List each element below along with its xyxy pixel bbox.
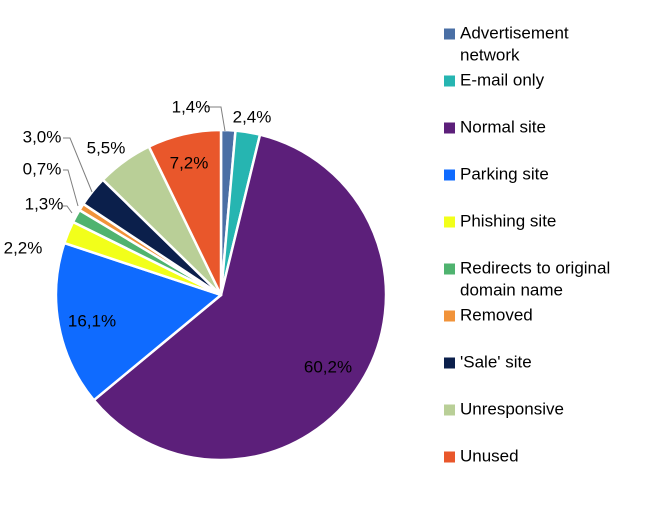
legend-swatch (444, 404, 455, 416)
data-label-redirects-to-original-domain-name: 1,3% (25, 194, 64, 213)
legend-label: Redirects to original (460, 258, 610, 277)
legend-item-removed: Removed (444, 305, 533, 324)
legend-item-normal-site: Normal site (444, 117, 546, 136)
legend-label: Normal site (460, 117, 546, 136)
data-label-removed: 0,7% (23, 159, 62, 178)
data-label-parking-site: 16,1% (68, 311, 116, 330)
data-labels: 1,4% 2,4% 60,2% 16,1% 2,2% 1,3% 0,7% 3,0% 5,5% 7,… (4, 97, 352, 376)
legend-item-unresponsive: Unresponsive (444, 399, 564, 418)
legend-label: 'Sale' site (460, 352, 532, 371)
leader-line-sale-site (63, 137, 93, 193)
legend-label: Advertisement (460, 23, 569, 42)
data-label-normal-site: 60,2% (304, 357, 352, 376)
legend-item-sale-site: 'Sale' site (444, 352, 532, 371)
legend-label: E-mail only (460, 70, 545, 89)
data-label-unresponsive: 5,5% (87, 138, 126, 157)
pie-slices (54, 128, 388, 462)
legend-label: Removed (460, 305, 533, 324)
leader-line-redirects-to-original-domain-name (63, 205, 73, 214)
leader-lines (63, 106, 226, 214)
legend-swatch (444, 122, 455, 134)
data-label-advertisement-network: 1,4% (172, 97, 211, 116)
legend-item-phishing-site: Phishing site (444, 211, 556, 230)
legend-label: Unused (460, 446, 519, 465)
legend-item-advertisement-network: Advertisement network (444, 23, 569, 64)
legend-label: Phishing site (460, 211, 556, 230)
legend-item-parking-site: Parking site (444, 164, 549, 183)
leader-line-advertisement-network (206, 106, 226, 132)
data-label-e-mail-only: 2,4% (233, 107, 272, 126)
legend-label: Unresponsive (460, 399, 564, 418)
pie-slice-normal-site (92, 133, 388, 462)
data-label-unused: 7,2% (170, 153, 209, 172)
data-label-sale-site: 3,0% (23, 127, 62, 146)
legend-swatch (444, 310, 455, 322)
legend-swatch (444, 263, 455, 275)
legend-swatch (444, 357, 455, 369)
leader-line-removed (63, 169, 79, 207)
legend-label: Parking site (460, 164, 549, 183)
legend-swatch (444, 451, 455, 463)
legend-item-e-mail-only: E-mail only (444, 70, 545, 89)
legend-swatch (444, 75, 455, 87)
legend-swatch (444, 169, 455, 181)
legend: Advertisement network E-mail only Normal si… (444, 23, 610, 465)
legend-swatch (444, 216, 455, 228)
legend-item-redirects-to-original-domain-name: Redirects to original domain name (444, 258, 610, 299)
legend-label: network (460, 45, 520, 64)
legend-item-unused: Unused (444, 446, 519, 465)
legend-label: domain name (460, 280, 563, 299)
pie-slice-unused (147, 128, 223, 297)
data-label-phishing-site: 2,2% (4, 238, 43, 257)
legend-swatch (444, 28, 455, 40)
